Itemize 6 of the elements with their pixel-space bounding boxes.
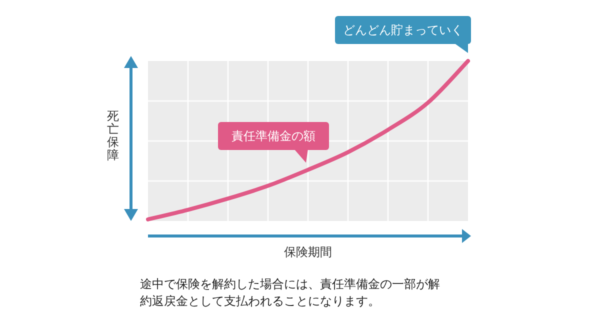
callout: どんどん貯まっていく (335, 16, 471, 53)
text: 途中で保険を解約した場合には、責任準備金の一部が解約返戻金として支払われることになります。 (140, 277, 440, 308)
x-axis-title: 保険期間 (284, 245, 332, 259)
callout: 責任準備金の額 (218, 122, 329, 163)
annotation: 責任準備金の額 (232, 129, 316, 143)
y-axis-title: 死亡保障 (107, 109, 119, 162)
